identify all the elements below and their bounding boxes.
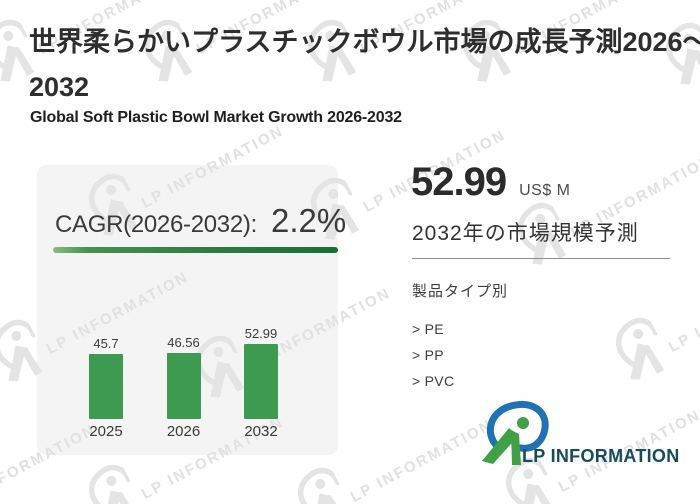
forecast-row: 52.99 US$ M — [411, 160, 571, 204]
lp-information-logo-text: LP INFORMATION — [522, 446, 680, 466]
bar-2025 — [89, 354, 123, 419]
product-type-list: > PE > PP > PVC — [412, 321, 454, 399]
forecast-caption: 2032年の市場規模予測 — [412, 222, 639, 245]
page-title-line2: 2032 — [29, 72, 90, 102]
page-subtitle: Global Soft Plastic Bowl Market Growth 2… — [30, 109, 402, 126]
bar-2032 — [244, 344, 278, 419]
bar-value-label: 45.7 — [93, 336, 119, 351]
bar-category-label: 2032 — [244, 423, 278, 440]
product-type-item: > PE — [412, 321, 444, 337]
bar-value-label: 52.99 — [244, 326, 278, 341]
page-title: 世界柔らかいプラスチックボウル市場の成長予測2026～ 2032 — [29, 20, 700, 110]
cagr-label: CAGR(2026-2032): — [55, 211, 257, 238]
forecast-value: 52.99 — [411, 160, 507, 204]
product-type-item: > PVC — [412, 373, 455, 389]
page-title-line1: 世界柔らかいプラスチックボウル市場の成長予測2026～ — [29, 27, 700, 57]
bar-2026 — [166, 353, 201, 419]
bar-category-label: 2025 — [89, 423, 123, 440]
product-type-heading: 製品タイプ別 — [412, 283, 509, 300]
lp-information-logo: LP INFORMATION — [481, 400, 691, 472]
market-size-bar-chart: 45.7 2025 46.56 2026 52.99 2032 — [37, 165, 338, 455]
section-divider — [412, 258, 670, 259]
forecast-unit: US$ M — [519, 182, 571, 199]
green-accent-line — [53, 247, 338, 253]
product-type-item: > PP — [412, 347, 444, 363]
lp-information-logo-icon — [482, 401, 549, 465]
bar-value-label: 46.56 — [167, 335, 200, 350]
cagr-card: CAGR(2026-2032): 2.2% 45.7 2025 46.56 2026 5… — [37, 165, 346, 455]
bar-category-label: 2026 — [166, 423, 201, 440]
